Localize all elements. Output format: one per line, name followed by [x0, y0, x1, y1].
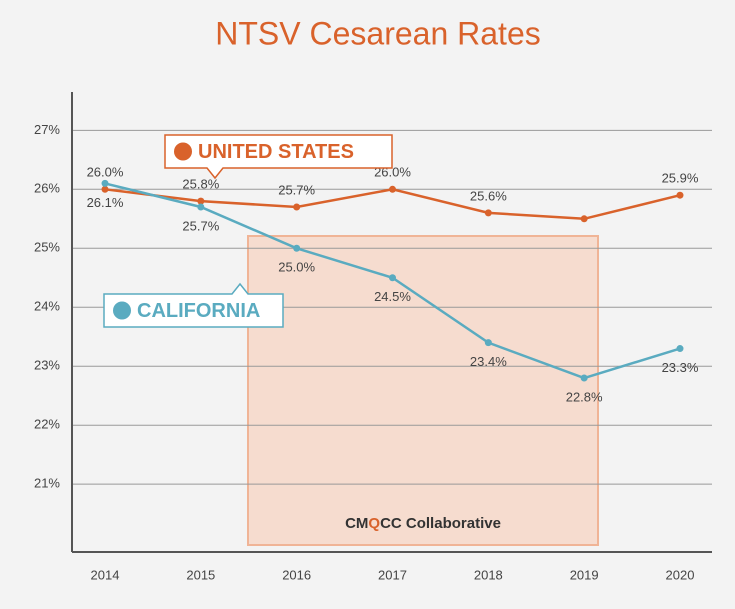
data-label: 25.6% [470, 188, 507, 203]
annotation-part: CC Collaborative [380, 515, 501, 532]
x-tick-label: 2018 [474, 567, 503, 582]
point [293, 244, 301, 252]
data-label: 22.8% [566, 389, 603, 404]
point [197, 203, 205, 211]
data-label: 25.9% [662, 171, 699, 186]
legend-swatch [174, 142, 192, 161]
point [197, 197, 205, 205]
point [676, 345, 684, 353]
point [580, 374, 588, 382]
x-tick-label: 2015 [186, 567, 215, 582]
y-tick-label: 27% [34, 122, 60, 137]
x-tick-label: 2020 [666, 567, 695, 582]
annotation-part: Q [368, 515, 380, 532]
y-tick-label: 22% [34, 417, 60, 432]
data-label: 25.7% [278, 182, 315, 197]
point [389, 274, 396, 282]
y-tick-label: 25% [34, 240, 60, 255]
highlight-box [247, 235, 599, 546]
data-label: 25.0% [278, 260, 315, 275]
point [484, 339, 492, 347]
data-label: 26.0% [87, 165, 124, 180]
data-label: 23.3% [662, 360, 699, 375]
annotation-part: CM [345, 515, 368, 532]
legend-label: CALIFORNIA [137, 300, 260, 322]
point [580, 215, 588, 223]
y-tick-label: 23% [34, 358, 60, 373]
data-label: 25.7% [182, 218, 219, 233]
x-tick-label: 2016 [282, 567, 311, 582]
x-tick-label: 2017 [378, 567, 407, 582]
x-tick-label: 2014 [91, 567, 120, 582]
legend-label: UNITED STATES [198, 141, 354, 163]
point [484, 209, 492, 217]
point [101, 185, 109, 193]
point [676, 191, 684, 199]
point [293, 203, 301, 211]
y-tick-label: 21% [34, 476, 60, 491]
data-label: 23.4% [470, 354, 507, 369]
chart-title: NTSV Cesarean Rates [215, 15, 540, 51]
legend-box [164, 134, 393, 180]
x-tick-label: 2019 [570, 567, 599, 582]
data-label: 24.5% [374, 289, 411, 304]
y-tick-label: 26% [34, 181, 60, 196]
y-tick-label: 24% [34, 299, 60, 314]
point [389, 185, 396, 193]
legend-box [103, 282, 284, 328]
legend-swatch [113, 301, 131, 320]
data-label: 26.1% [87, 195, 124, 210]
point [101, 179, 109, 187]
annotation: CMQCC Collaborative [345, 515, 501, 532]
data-label: 25.8% [182, 177, 219, 192]
